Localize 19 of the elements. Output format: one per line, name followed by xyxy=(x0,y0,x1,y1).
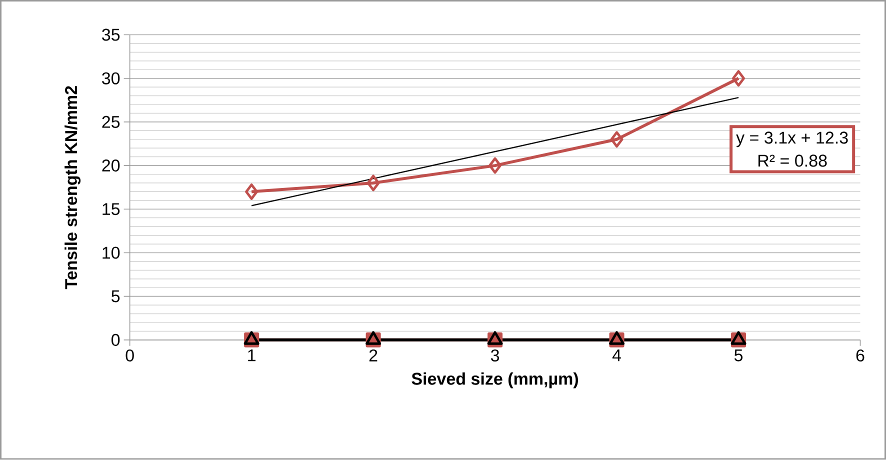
x-tick-label: 2 xyxy=(369,350,378,362)
x-tick-label: 5 xyxy=(734,350,743,362)
y-axis-title: Tensile strength KN/mm2 xyxy=(64,86,81,290)
y-tick-label: 35 xyxy=(102,28,120,41)
y-tick-label: 0 xyxy=(112,334,120,346)
x-tick-label: 1 xyxy=(248,350,256,362)
x-tick-label: 6 xyxy=(856,350,864,362)
y-tick-label: 10 xyxy=(102,246,120,259)
annotation: y = 3.1x + 12.3 xyxy=(736,132,848,148)
annotation: R² = 0.88 xyxy=(758,154,827,167)
x-tick-label: 3 xyxy=(490,350,500,362)
x-axis-title: Sieved size (mm,µm) xyxy=(412,372,578,388)
x-tick-label: 0 xyxy=(126,350,134,362)
y-tick-label: 25 xyxy=(102,116,120,128)
x-tick-label: 4 xyxy=(612,350,622,362)
y-tick-label: 20 xyxy=(102,160,120,172)
y-tick-label: 30 xyxy=(102,72,120,85)
y-tick-label: 5 xyxy=(112,290,120,302)
y-tick-label: 15 xyxy=(102,203,120,216)
